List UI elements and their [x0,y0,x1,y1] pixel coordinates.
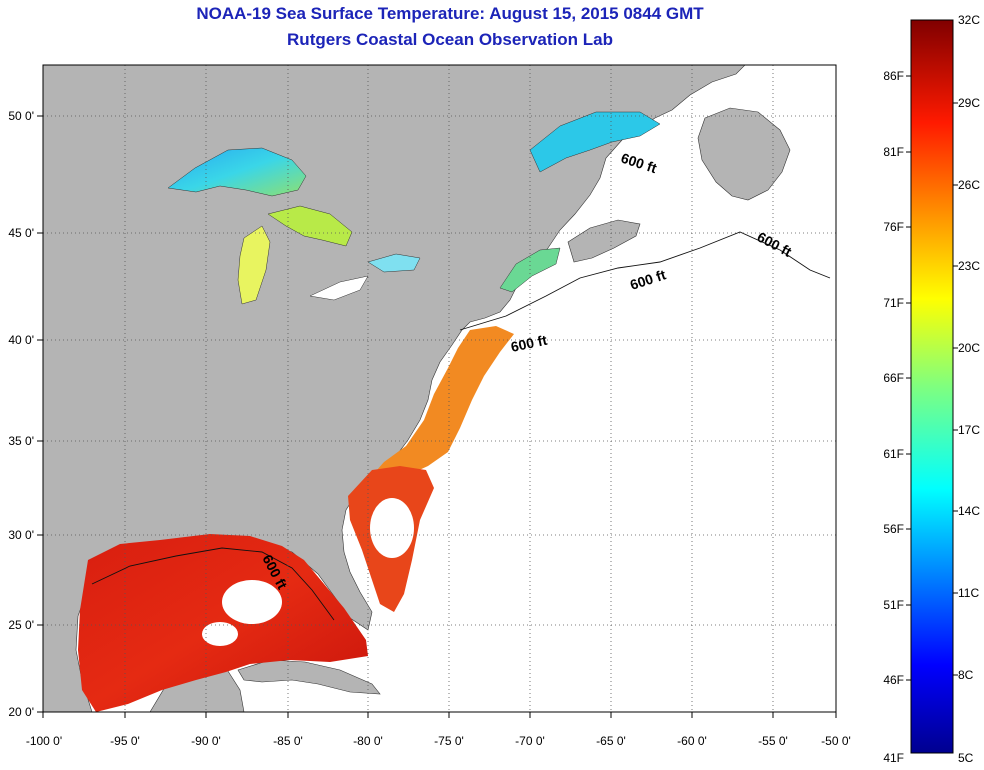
lake-michigan [237,225,271,305]
colorbar-celsius-label: 20C [958,341,980,355]
y-tick-label: 45 0' [8,226,34,240]
x-axis: -100 0' -95 0' -90 0' -85 0' -80 0' -75 … [26,712,851,748]
x-tick-label: -75 0' [434,734,464,748]
x-tick-label: -65 0' [596,734,626,748]
graticule [43,65,836,712]
map-title: NOAA-19 Sea Surface Temperature: August … [196,4,704,23]
colorbar-fahrenheit-label: 56F [883,522,904,536]
lake-superior [167,147,307,197]
colorbar-fahrenheit-label: 86F [883,69,904,83]
colorbar-fahrenheit-label: 51F [883,598,904,612]
colorbar-fahrenheit-label: 61F [883,447,904,461]
y-tick-label: 50 0' [8,109,34,123]
x-tick-label: -90 0' [191,734,221,748]
y-axis: 50 0' 45 0' 40 0' 35 0' 30 0' 25 0' 20 0… [8,109,43,719]
y-tick-label: 25 0' [8,618,34,632]
colorbar-celsius-label: 8C [958,668,974,682]
land-nova-scotia [567,219,641,263]
colorbar-fahrenheit-label: 41F [883,751,904,765]
y-tick-label: 20 0' [8,705,34,719]
st-lawrence-water [529,111,661,173]
lake-ontario [367,253,421,273]
colorbar-celsius-label: 32C [958,13,980,27]
colorbar-celsius-label: 14C [958,504,980,518]
colorbar: 32C 29C 26C 23C 20C 17C 14C 11C 8C 5C 86… [883,13,980,765]
colorbar-celsius-label: 29C [958,96,980,110]
x-tick-label: -100 0' [26,734,62,748]
colorbar-fahrenheit-label: 66F [883,371,904,385]
colorbar-celsius-label: 17C [958,423,980,437]
map-frame [42,64,837,713]
colorbar-gradient [910,19,954,754]
x-tick-label: -95 0' [110,734,140,748]
y-tick-label: 40 0' [8,333,34,347]
depth-label: 600 ft [509,332,548,355]
colorbar-celsius-label: 11C [958,586,979,600]
colorbar-celsius-label: 26C [958,178,980,192]
map-subtitle: Rutgers Coastal Ocean Observation Lab [287,30,613,49]
x-tick-label: -70 0' [515,734,545,748]
y-tick-label: 35 0' [8,434,34,448]
cloud-cover [370,498,414,558]
x-tick-label: -55 0' [758,734,788,748]
x-tick-label: -60 0' [677,734,707,748]
cloud-cover [202,622,238,646]
depth-contour-600ft [91,547,335,621]
x-tick-label: -85 0' [273,734,303,748]
y-tick-label: 30 0' [8,528,34,542]
colorbar-fahrenheit-label: 46F [883,673,904,687]
x-tick-label: -50 0' [821,734,851,748]
colorbar-celsius-label: 5C [958,751,974,765]
colorbar-fahrenheit-label: 76F [883,220,904,234]
cloud-cover [222,580,282,624]
lake-huron [267,205,353,247]
depth-contour-600ft [459,231,831,331]
colorbar-fahrenheit-label: 71F [883,296,904,310]
atlantic-shelf-sst [370,326,514,486]
x-tick-label: -80 0' [353,734,383,748]
land-cuba [237,659,381,695]
colorbar-celsius-label: 23C [958,259,980,273]
lake-erie [309,275,369,301]
colorbar-fahrenheit-label: 81F [883,145,904,159]
land-newfoundland [697,107,791,201]
